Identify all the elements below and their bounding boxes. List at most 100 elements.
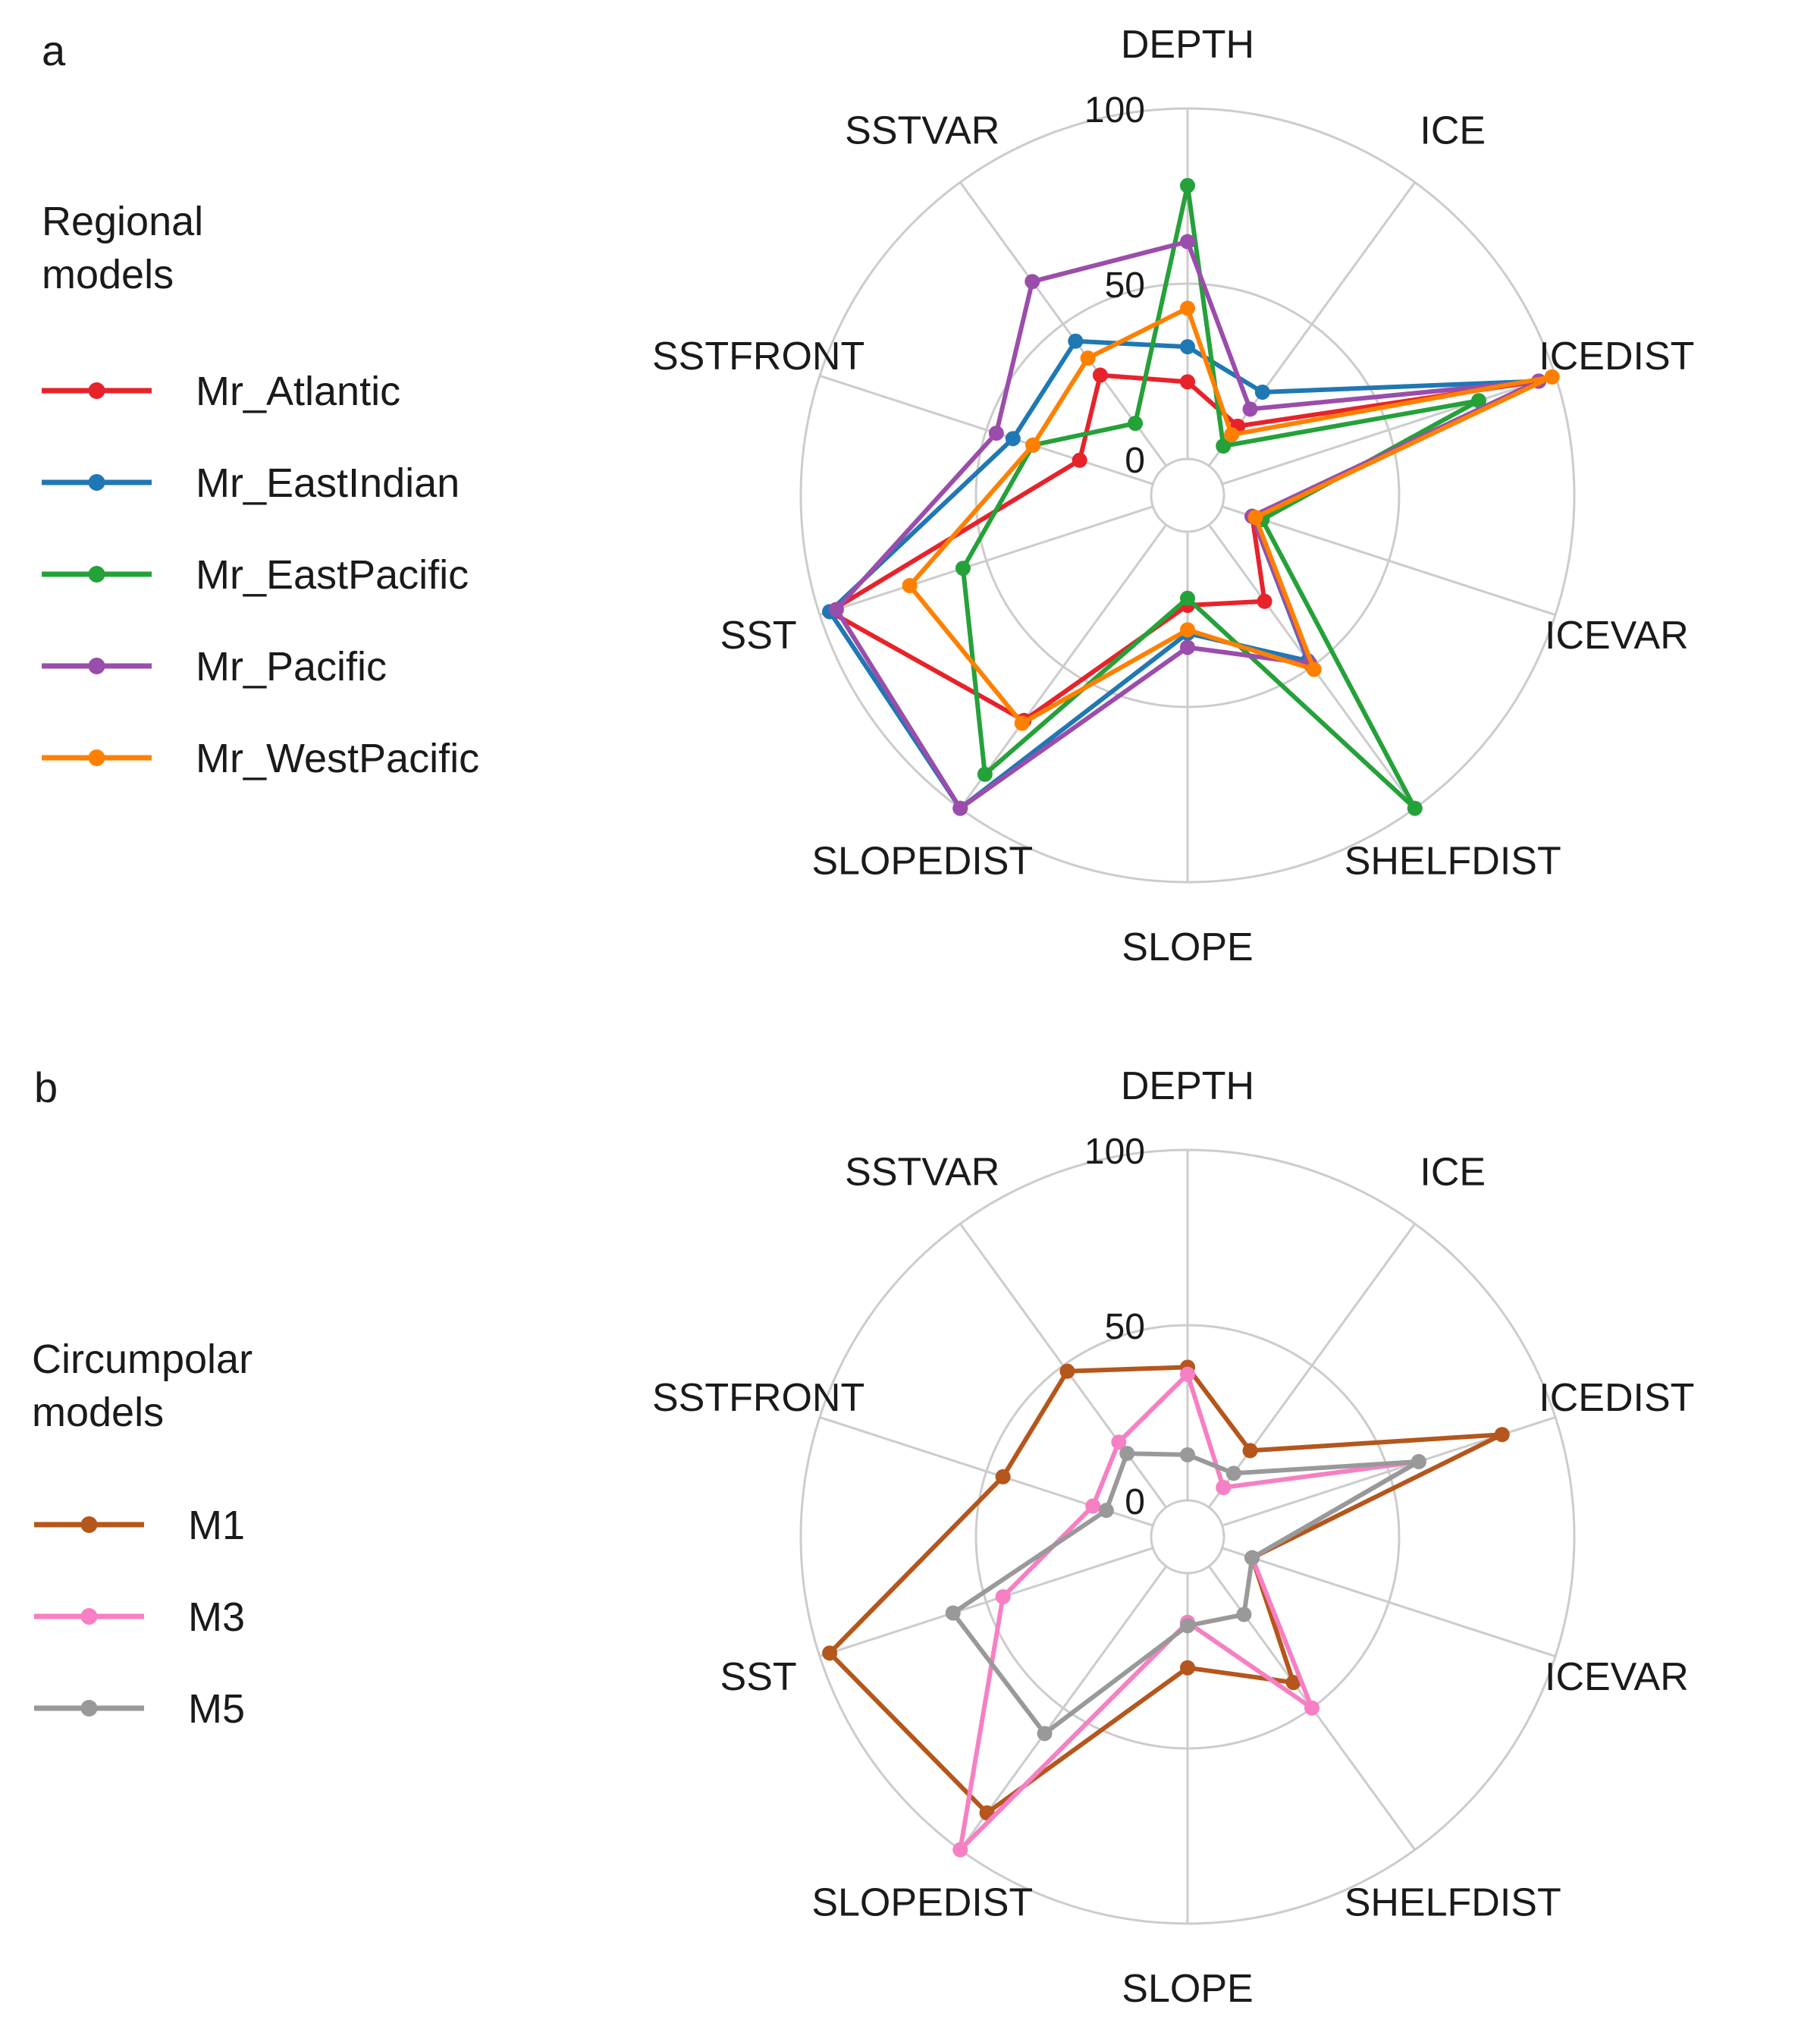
- point-m5-ice: [1225, 1465, 1241, 1481]
- legend-marker: [80, 1700, 98, 1717]
- point-mr_eastindian-sstvar: [1068, 333, 1084, 349]
- point-m1-ice: [1242, 1443, 1258, 1459]
- point-m3-depth: [1180, 1366, 1195, 1382]
- point-mr_westpacific-shelfdist: [1306, 661, 1322, 677]
- legend-label: Mr_Pacific: [196, 644, 387, 690]
- point-mr_eastindian-ice: [1254, 384, 1270, 400]
- axis-label-slopedist: SLOPEDIST: [811, 1880, 1033, 1924]
- axis-label-icevar: ICEVAR: [1545, 614, 1689, 658]
- legend-item-m1: M1: [34, 1503, 245, 1548]
- point-mr_pacific-depth: [1180, 234, 1195, 250]
- point-m5-sst: [945, 1605, 961, 1621]
- point-m1-slope: [1180, 1660, 1195, 1676]
- point-mr_westpacific-slope: [1180, 622, 1195, 638]
- point-mr_eastpacific-depth: [1180, 177, 1195, 193]
- legend: Regional models Mr_Atlantic Mr_EastIndian…: [42, 199, 479, 781]
- spoke-icevar: [1222, 505, 1556, 617]
- legend-label: Mr_WestPacific: [196, 736, 479, 781]
- axis-label-depth: DEPTH: [1121, 23, 1254, 67]
- axis-label-slope: SLOPE: [1122, 925, 1253, 969]
- point-mr_atlantic-depth: [1180, 374, 1195, 390]
- point-m3-ice: [1216, 1480, 1232, 1496]
- point-mr_atlantic-shelfdist: [1257, 593, 1272, 609]
- legend-marker: [88, 566, 105, 583]
- tick-label-100: 100: [1084, 90, 1145, 130]
- axis-labels: DEPTH ICE ICEDIST ICEVAR SHELFDIST SLOPE SLOPE…: [652, 23, 1694, 969]
- legend-item-mr_pacific: Mr_Pacific: [42, 644, 387, 690]
- point-mr_atlantic-sstfront: [1072, 452, 1087, 468]
- legend-label: M3: [188, 1594, 245, 1640]
- tick-label-0: 0: [1125, 441, 1145, 481]
- point-m3-sstvar: [1111, 1434, 1127, 1450]
- legend-label: M5: [188, 1686, 245, 1732]
- point-mr_pacific-sstvar: [1025, 274, 1040, 290]
- point-m5-sstfront: [1098, 1503, 1114, 1519]
- point-m3-shelfdist: [1304, 1700, 1320, 1716]
- point-m1-sstvar: [1059, 1363, 1075, 1379]
- point-mr_eastpacific-icedist: [1470, 393, 1486, 409]
- point-m5-icedist: [1410, 1453, 1426, 1469]
- grid-circle-0: [1150, 457, 1225, 533]
- point-m5-slope: [1180, 1618, 1195, 1634]
- point-m5-icevar: [1244, 1550, 1260, 1566]
- point-mr_westpacific-icevar: [1247, 510, 1263, 526]
- point-mr_pacific-sst: [828, 602, 844, 617]
- point-m1-sstfront: [995, 1469, 1011, 1484]
- panel-label: b: [34, 1063, 58, 1111]
- radar-grid: [799, 1148, 1576, 1925]
- radar-chart-regional: a DEPTH ICE ICEDIST ICEVAR SHELFDIST SLOPE SLO…: [42, 23, 1694, 969]
- tick-label-50: 50: [1105, 1307, 1145, 1347]
- spoke-slopedist: [959, 1565, 1167, 1851]
- legend-title-line-1: Circumpolar: [32, 1337, 253, 1382]
- legend-marker: [88, 474, 105, 491]
- legend-title-line-2: models: [32, 1390, 164, 1435]
- point-mr_pacific-sstfront: [988, 426, 1004, 441]
- legend-marker: [80, 1608, 98, 1625]
- spoke-ice: [1208, 1223, 1416, 1509]
- point-m5-slopedist: [1037, 1726, 1053, 1742]
- series-group: [822, 177, 1560, 816]
- point-mr_eastpacific-slopedist: [977, 766, 993, 782]
- axis-label-sstfront: SSTFRONT: [652, 335, 864, 379]
- point-mr_pacific-ice: [1242, 401, 1258, 417]
- axis-label-ice: ICE: [1420, 1151, 1486, 1195]
- point-m3-sstfront: [1085, 1498, 1101, 1514]
- legend-item-mr_eastindian: Mr_EastIndian: [42, 460, 460, 506]
- point-m5-shelfdist: [1236, 1607, 1252, 1622]
- panel-label: a: [42, 27, 66, 74]
- legend-marker: [80, 1516, 98, 1533]
- axis-label-sstvar: SSTVAR: [845, 109, 999, 153]
- legend-title-line-2: models: [42, 252, 174, 297]
- point-mr_pacific-slopedist: [952, 800, 968, 816]
- spoke-sstfront: [819, 374, 1153, 485]
- series-m1: [822, 1359, 1510, 1821]
- legend-label: Mr_Atlantic: [196, 369, 400, 414]
- axis-label-sst: SST: [720, 1655, 797, 1699]
- axis-label-slope: SLOPE: [1122, 1967, 1253, 2011]
- point-m1-icedist: [1494, 1427, 1510, 1443]
- series-group: [822, 1359, 1510, 1858]
- point-mr_pacific-slope: [1180, 639, 1195, 655]
- point-m3-slopedist: [952, 1842, 968, 1858]
- point-mr_westpacific-icedist: [1544, 369, 1560, 385]
- grid-circle-0: [1150, 1499, 1225, 1575]
- point-mr_eastindian-sstfront: [1005, 431, 1021, 447]
- legend-label: M1: [188, 1503, 245, 1548]
- tick-label-0: 0: [1125, 1482, 1145, 1522]
- axis-label-sst: SST: [720, 614, 797, 658]
- axis-label-icedist: ICEDIST: [1539, 335, 1694, 379]
- tick-labels: 0 50 100: [1084, 1132, 1145, 1522]
- series-m5: [945, 1446, 1426, 1742]
- legend-item-m5: M5: [34, 1686, 245, 1732]
- point-mr_eastindian-depth: [1180, 339, 1195, 355]
- legend-title-line-1: Regional: [42, 199, 203, 244]
- point-m5-sstvar: [1119, 1446, 1135, 1462]
- point-mr_eastpacific-slope: [1180, 590, 1195, 606]
- axis-label-icevar: ICEVAR: [1545, 1655, 1689, 1699]
- point-mr_eastpacific-ice: [1216, 438, 1232, 454]
- axis-labels: DEPTH ICE ICEDIST ICEVAR SHELFDIST SLOPE SLOPE…: [652, 1064, 1694, 2011]
- axis-label-slopedist: SLOPEDIST: [811, 839, 1033, 883]
- spoke-icedist: [1222, 374, 1556, 485]
- series-mr_westpacific: [902, 300, 1560, 731]
- point-mr_westpacific-sst: [902, 578, 918, 594]
